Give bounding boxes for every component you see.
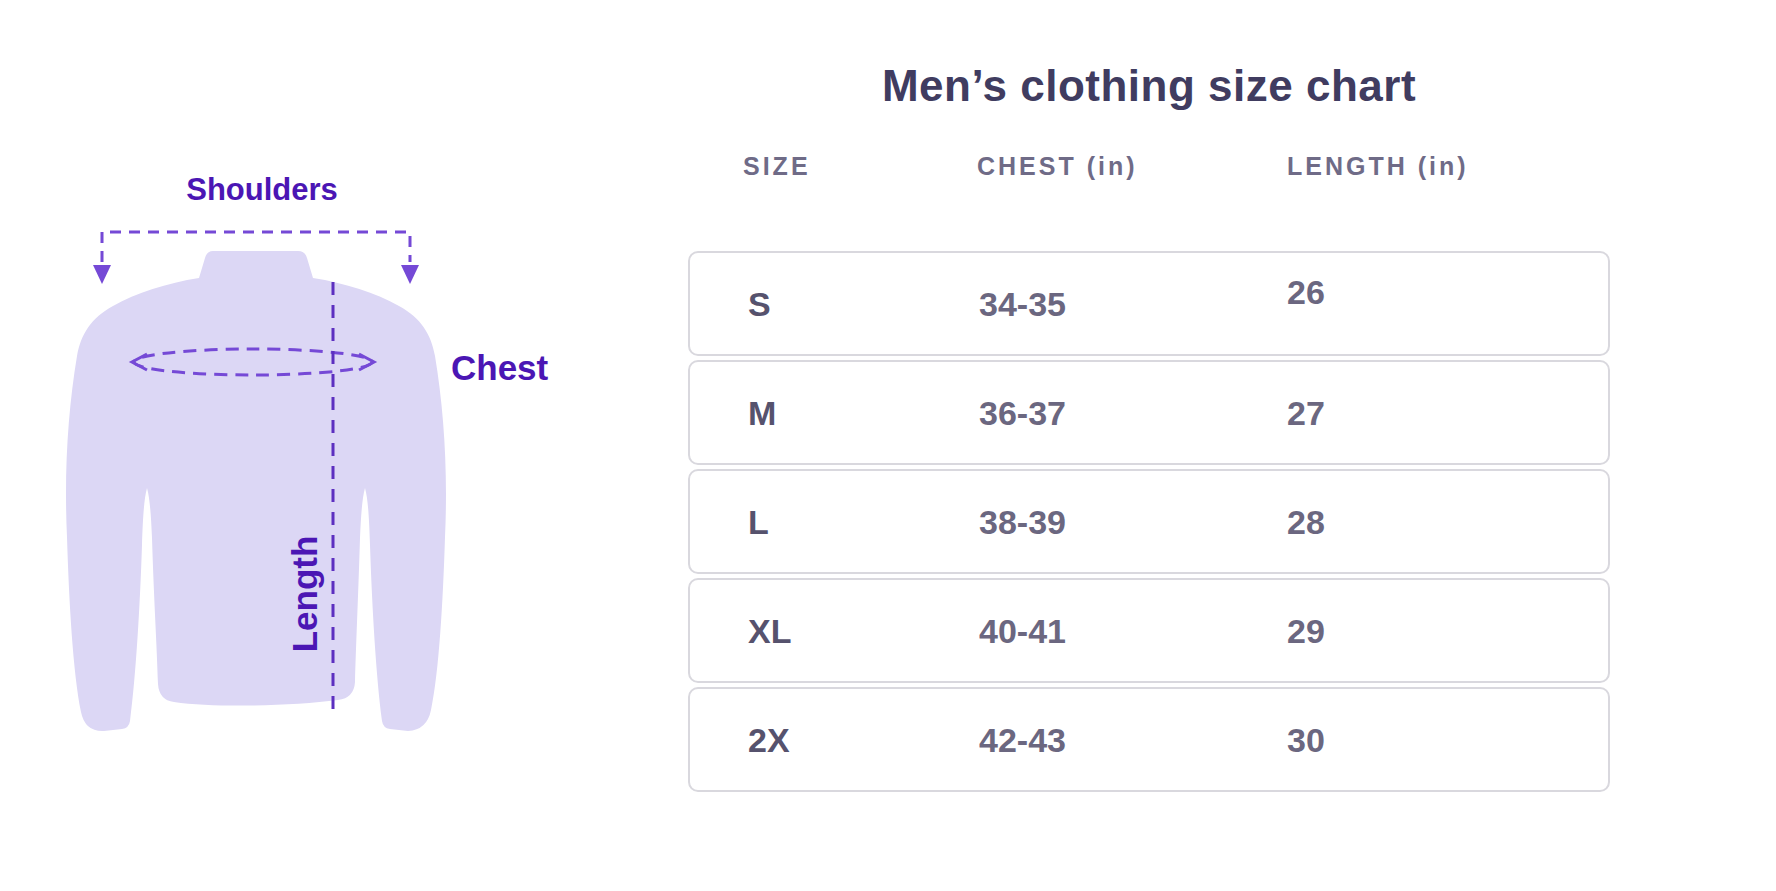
shoulders-arrow-left-icon	[93, 265, 111, 284]
column-header-size: SIZE	[688, 150, 918, 182]
cell-chest: 34-35	[920, 284, 1230, 324]
cell-size: S	[690, 284, 920, 324]
size-chart-infographic: Shoulders Chest Length Men’s clothing si…	[0, 0, 1776, 891]
column-header-length: LENGTH (in)	[1228, 150, 1610, 182]
cell-length: 30	[1230, 720, 1608, 760]
table-row: XL 40-41 29	[688, 578, 1610, 683]
table-header-row: SIZE CHEST (in) LENGTH (in)	[688, 150, 1610, 182]
cell-size: XL	[690, 611, 920, 651]
cell-size: 2X	[690, 720, 920, 760]
cell-length: 27	[1230, 393, 1608, 433]
cell-size: L	[690, 502, 920, 542]
table-row: L 38-39 28	[688, 469, 1610, 574]
shirt-shape	[66, 251, 446, 731]
shirt-illustration: Shoulders Chest Length	[0, 0, 600, 800]
chest-label: Chest	[451, 348, 548, 388]
cell-chest: 42-43	[920, 720, 1230, 760]
cell-length: 28	[1230, 502, 1608, 542]
shirt-illustration-svg	[0, 0, 600, 800]
column-header-chest: CHEST (in)	[918, 150, 1228, 182]
length-label: Length	[285, 514, 325, 674]
cell-chest: 38-39	[920, 502, 1230, 542]
table-row: M 36-37 27	[688, 360, 1610, 465]
page-title: Men’s clothing size chart	[688, 60, 1610, 112]
cell-size: M	[690, 393, 920, 433]
size-table: S 34-35 26 M 36-37 27 L 38-39 28 XL 40-4…	[688, 251, 1610, 796]
cell-length: 29	[1230, 611, 1608, 651]
shoulders-arrow-right-icon	[401, 265, 419, 284]
cell-chest: 40-41	[920, 611, 1230, 651]
cell-length: 26	[1230, 272, 1608, 312]
table-row: 2X 42-43 30	[688, 687, 1610, 792]
table-row: S 34-35 26	[688, 251, 1610, 356]
cell-chest: 36-37	[920, 393, 1230, 433]
shoulders-label: Shoulders	[112, 172, 412, 208]
